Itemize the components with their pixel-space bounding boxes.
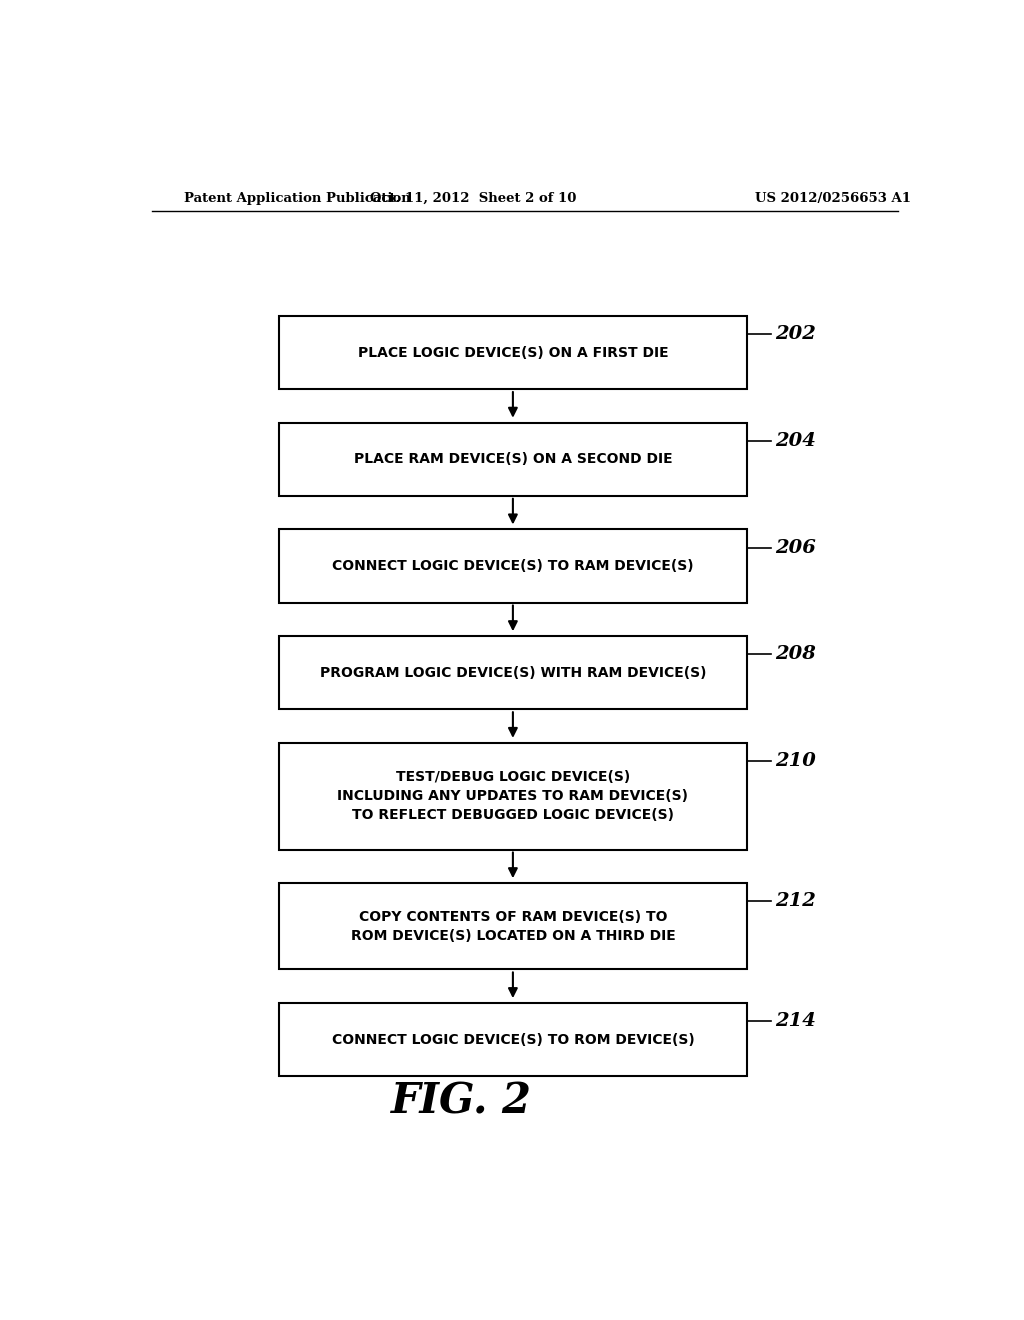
Text: 214: 214 <box>775 1012 816 1031</box>
Text: PROGRAM LOGIC DEVICE(S) WITH RAM DEVICE(S): PROGRAM LOGIC DEVICE(S) WITH RAM DEVICE(… <box>319 665 707 680</box>
Text: PLACE RAM DEVICE(S) ON A SECOND DIE: PLACE RAM DEVICE(S) ON A SECOND DIE <box>353 453 672 466</box>
Text: Patent Application Publication: Patent Application Publication <box>183 191 411 205</box>
Bar <box>279 743 748 850</box>
Text: 208: 208 <box>775 645 816 664</box>
Text: 212: 212 <box>775 892 816 911</box>
Text: Oct. 11, 2012  Sheet 2 of 10: Oct. 11, 2012 Sheet 2 of 10 <box>370 191 577 205</box>
Text: PLACE LOGIC DEVICE(S) ON A FIRST DIE: PLACE LOGIC DEVICE(S) ON A FIRST DIE <box>357 346 669 359</box>
Bar <box>279 529 748 602</box>
Text: TEST/DEBUG LOGIC DEVICE(S)
INCLUDING ANY UPDATES TO RAM DEVICE(S)
TO REFLECT DEB: TEST/DEBUG LOGIC DEVICE(S) INCLUDING ANY… <box>337 771 688 822</box>
Bar <box>279 1003 748 1076</box>
Bar <box>279 422 748 496</box>
Bar <box>279 883 748 969</box>
Text: 204: 204 <box>775 432 816 450</box>
Text: US 2012/0256653 A1: US 2012/0256653 A1 <box>755 191 911 205</box>
Text: 206: 206 <box>775 539 816 557</box>
Text: COPY CONTENTS OF RAM DEVICE(S) TO
ROM DEVICE(S) LOCATED ON A THIRD DIE: COPY CONTENTS OF RAM DEVICE(S) TO ROM DE… <box>350 909 675 942</box>
Text: 210: 210 <box>775 752 816 770</box>
Text: CONNECT LOGIC DEVICE(S) TO RAM DEVICE(S): CONNECT LOGIC DEVICE(S) TO RAM DEVICE(S) <box>332 558 693 573</box>
Text: CONNECT LOGIC DEVICE(S) TO ROM DEVICE(S): CONNECT LOGIC DEVICE(S) TO ROM DEVICE(S) <box>332 1032 694 1047</box>
Text: 202: 202 <box>775 325 816 343</box>
Text: FIG. 2: FIG. 2 <box>391 1081 531 1122</box>
Bar <box>279 636 748 709</box>
Bar <box>279 315 748 389</box>
